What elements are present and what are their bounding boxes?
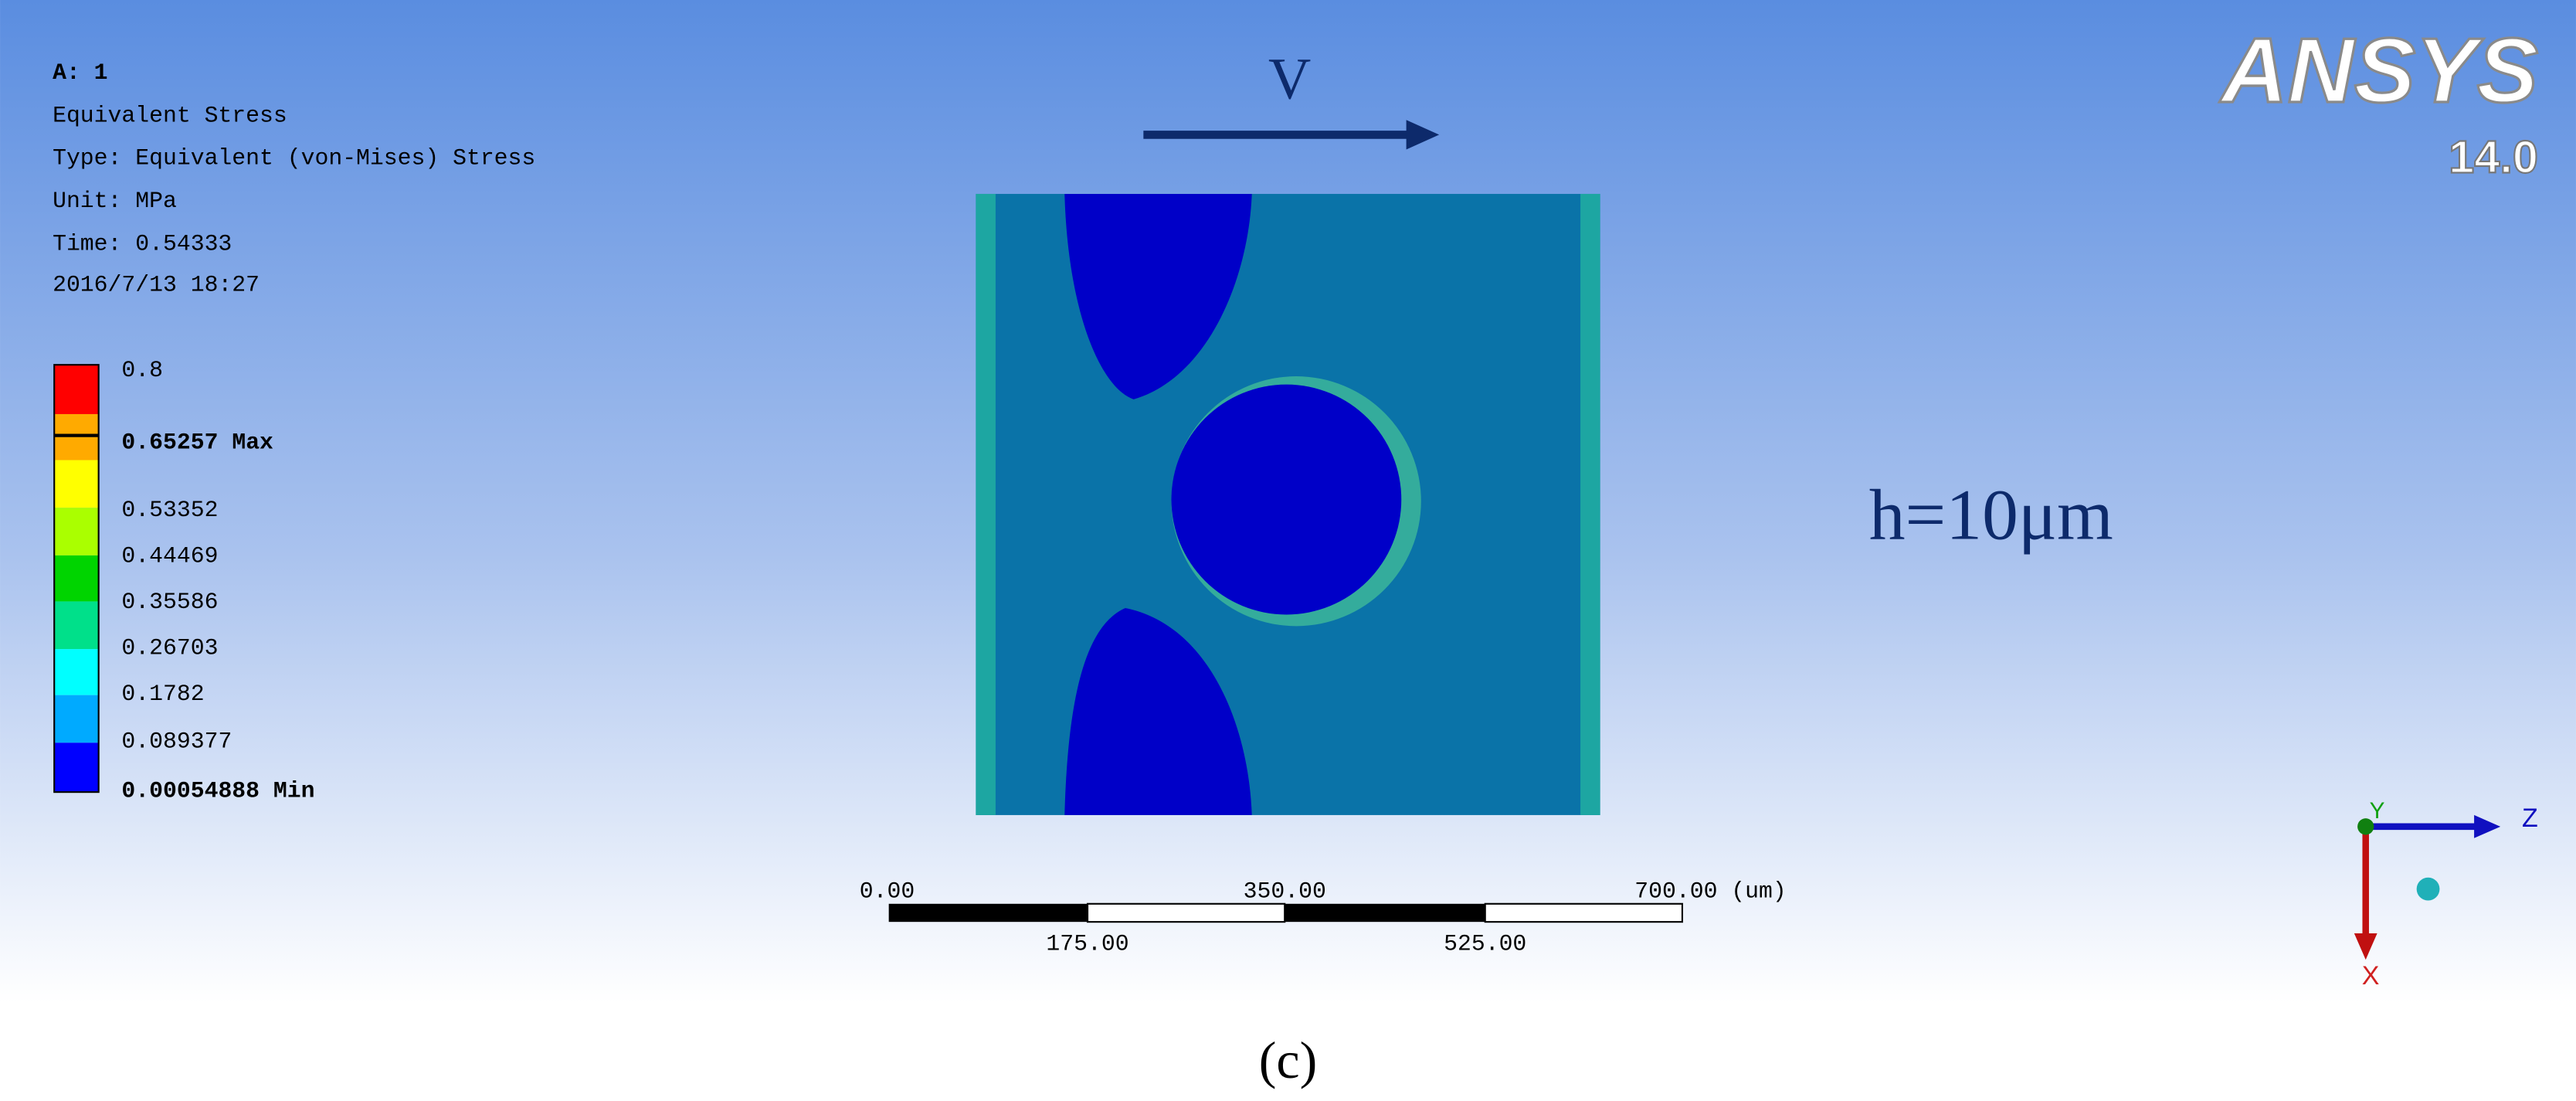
legend-label: 0.65257 Max: [121, 430, 273, 456]
legend-band: [54, 365, 99, 414]
legend-tag: Max: [232, 430, 273, 456]
header-line: 2016/7/13 18:27: [53, 271, 260, 297]
header-line: A: 1: [53, 59, 107, 86]
legend-value: 0.65257: [121, 430, 218, 456]
scale-segment: [1484, 902, 1684, 923]
logo-version: 14.0: [2449, 131, 2538, 182]
velocity-arrowhead: [1406, 120, 1440, 150]
z-label: Z: [2522, 804, 2538, 833]
legend-label: 0.53352: [121, 497, 218, 523]
legend-band: [54, 508, 99, 556]
x-arrowhead: [2354, 933, 2377, 960]
legend-band: [54, 742, 99, 793]
legend-label: 0.26703: [121, 634, 218, 661]
legend: 0.8 0.65257 Max 0.53352 0.44469 0.35586 …: [53, 357, 315, 804]
y-axis: [2357, 818, 2374, 835]
header-line: Time: 0.54333: [53, 230, 232, 257]
x-label: X: [2362, 961, 2380, 991]
scale-bar: 0.00 350.00 700.00 (um) 175.00 525.00: [860, 878, 1787, 957]
header-line: Equivalent Stress: [53, 102, 287, 128]
scale-segment: [1285, 903, 1485, 923]
header: A: 1 Equivalent Stress Type: Equivalent …: [53, 59, 535, 297]
legend-frame: [53, 364, 100, 793]
z-arrowhead: [2474, 814, 2501, 838]
axis-triad: Z X Y: [2354, 798, 2538, 991]
rotation-center: [2416, 877, 2440, 901]
legend-label: 0.44469: [121, 542, 218, 569]
caption: (c): [1259, 1031, 1318, 1089]
logo-name: ANSYS: [2219, 19, 2538, 122]
thickness-label: h=10μm: [1869, 476, 2113, 556]
legend-label: 0.089377: [121, 729, 232, 755]
legend-band: [54, 460, 99, 508]
scale-label: 525.00: [1444, 930, 1526, 957]
stress-model: [976, 193, 1600, 815]
legend-label: 0.00054888 Min: [121, 778, 314, 804]
header-line: Type: Equivalent (von-Mises) Stress: [53, 145, 535, 172]
particle: [1171, 384, 1402, 615]
y-label: Y: [2370, 798, 2385, 824]
caption-area: [0, 1002, 2576, 1101]
legend-label: 0.35586: [121, 589, 218, 615]
scale-label: 700.00 (um): [1634, 878, 1787, 904]
scale-label: 0.00: [860, 878, 915, 904]
legend-tag: Min: [273, 778, 315, 804]
header-line: Unit: MPa: [53, 188, 177, 214]
legend-label: 0.1782: [121, 681, 204, 707]
wall-strip: [1580, 193, 1600, 815]
scale-segment: [1086, 902, 1286, 923]
low-stress-region: [1064, 193, 1252, 399]
low-stress-region: [1064, 607, 1252, 815]
wall-strip: [976, 193, 996, 815]
legend-band: [54, 649, 99, 695]
legend-value: 0.00054888: [121, 778, 260, 804]
legend-band: [54, 601, 99, 650]
scale-label: 175.00: [1046, 930, 1128, 957]
scale-label: 350.00: [1244, 878, 1326, 904]
legend-band: [54, 555, 99, 602]
velocity-label: V: [1268, 46, 1311, 112]
scale-segment: [888, 903, 1088, 923]
legend-band: [54, 695, 99, 743]
legend-label: 0.8: [121, 357, 163, 383]
